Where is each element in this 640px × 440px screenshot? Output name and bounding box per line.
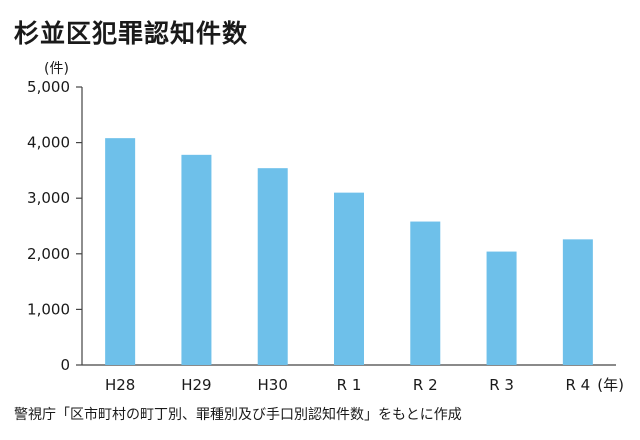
- y-tick-label: 3,000: [27, 189, 70, 207]
- chart-title: 杉並区犯罪認知件数: [14, 19, 249, 48]
- x-tick-label: R 3: [489, 376, 514, 394]
- x-tick-label: R 2: [413, 376, 438, 394]
- bar: [486, 251, 517, 365]
- x-tick-label: H30: [258, 376, 288, 394]
- bar: [334, 192, 364, 365]
- y-tick-label: 2,000: [27, 245, 70, 263]
- bar: [562, 239, 593, 365]
- source-note: 警視庁「区市町村の町丁別、罪種別及び手口別認知件数」をもとに作成: [14, 407, 462, 423]
- x-tick-label: H29: [181, 376, 211, 394]
- bar: [410, 221, 441, 365]
- y-tick-label: 4,000: [27, 134, 70, 152]
- y-tick-label: 0: [60, 356, 70, 374]
- bar: [105, 138, 136, 365]
- x-tick-label: R 1: [337, 376, 362, 394]
- y-axis-unit-label: (件): [44, 61, 69, 77]
- x-axis-unit-label: (年): [597, 376, 624, 394]
- y-tick-label: 1,000: [27, 300, 70, 318]
- bar: [181, 154, 212, 365]
- x-tick-label: R 4: [565, 376, 590, 394]
- x-tick-label: H28: [105, 376, 135, 394]
- y-tick-label: 5,000: [27, 78, 70, 96]
- bar: [257, 168, 288, 365]
